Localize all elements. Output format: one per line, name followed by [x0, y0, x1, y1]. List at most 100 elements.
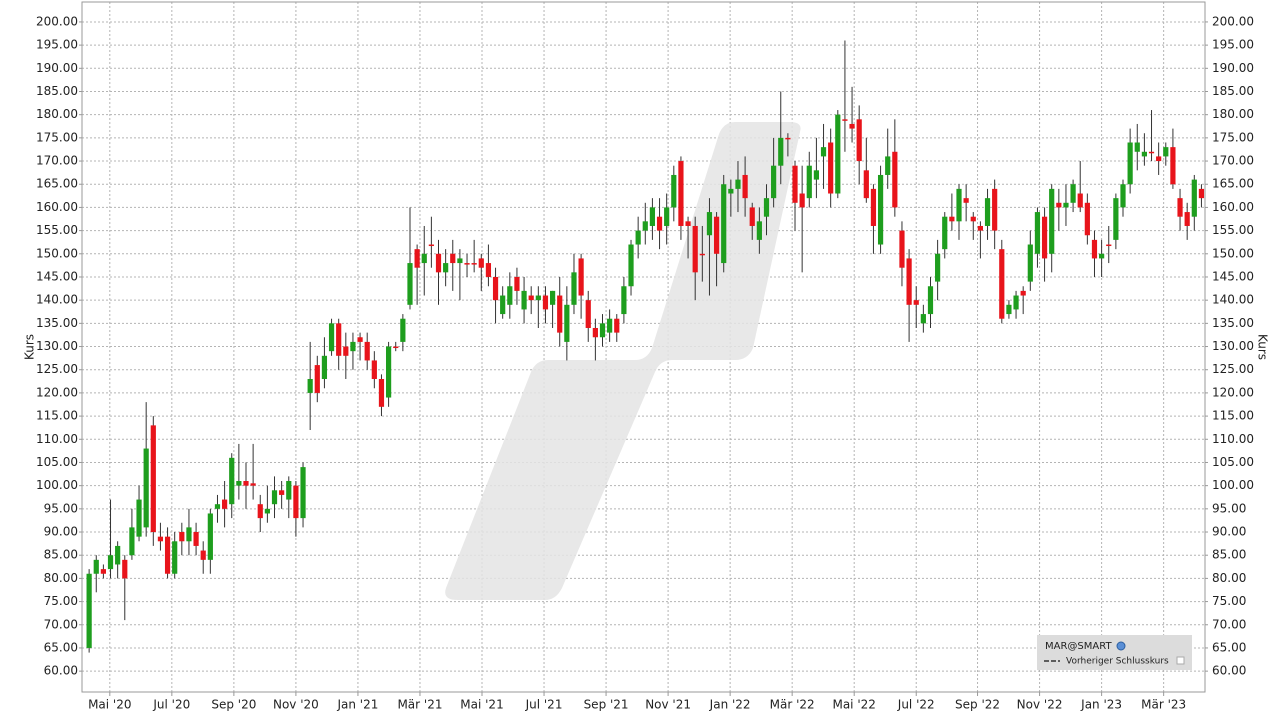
- candle-body: [877, 174, 884, 245]
- x-tick-label: Nov '21: [645, 698, 691, 712]
- candle-body: [992, 188, 998, 231]
- candle-body: [271, 490, 278, 505]
- candle-body: [849, 123, 855, 129]
- candle-body: [1034, 212, 1041, 254]
- candle-body: [1177, 198, 1183, 217]
- candle-body: [122, 559, 128, 579]
- candle-body: [1084, 202, 1090, 236]
- candle-body: [749, 207, 755, 226]
- x-tick-label: Jul '20: [152, 698, 190, 712]
- candle-body: [635, 230, 641, 245]
- x-tick-label: Nov '20: [273, 698, 319, 712]
- candle-body: [115, 545, 121, 565]
- y-tick-label: 175.00: [36, 130, 78, 144]
- y-tick-label: 180.00: [36, 107, 78, 121]
- candle-body: [100, 569, 106, 574]
- candle-body: [1184, 212, 1190, 226]
- candle-body: [678, 161, 684, 226]
- candle-body: [421, 253, 427, 264]
- candle-body: [535, 295, 541, 301]
- y2-tick-label: 115.00: [1212, 409, 1254, 423]
- candle-body: [913, 300, 919, 305]
- candle-body: [471, 263, 477, 265]
- candle-body: [86, 573, 92, 648]
- candle-body: [1127, 142, 1133, 185]
- x-tick-label: Mai '22: [832, 698, 875, 712]
- candle-body: [279, 490, 285, 495]
- y-tick-label: 185.00: [36, 84, 78, 98]
- candle-body: [314, 365, 320, 393]
- candle-body: [485, 263, 492, 277]
- y-tick-label: 80.00: [44, 571, 78, 585]
- y-tick-label: 90.00: [44, 525, 78, 539]
- candle-body: [599, 323, 606, 338]
- y2-tick-label: 90.00: [1212, 525, 1246, 539]
- candle-body: [778, 137, 784, 166]
- candle-body: [1170, 147, 1176, 185]
- y-tick-label: 85.00: [44, 548, 78, 562]
- y-tick-label: 120.00: [36, 385, 78, 399]
- x-tick-label: Jan '21: [336, 698, 378, 712]
- y2-tick-label: 160.00: [1212, 200, 1254, 214]
- candle-body: [549, 290, 556, 305]
- candle-body: [507, 286, 513, 305]
- y2-tick-label: 170.00: [1212, 154, 1254, 168]
- candle-body: [307, 378, 313, 393]
- candle-body: [1106, 244, 1112, 247]
- candle-body: [592, 327, 598, 338]
- candle-body: [628, 244, 634, 287]
- candle-body: [792, 165, 798, 203]
- candle-body: [343, 346, 349, 356]
- candle-body: [457, 258, 463, 264]
- y2-axis-label: Kurs: [1256, 334, 1270, 360]
- candle-body: [835, 114, 841, 194]
- y2-tick-label: 125.00: [1212, 362, 1254, 376]
- y-tick-label: 125.00: [36, 362, 78, 376]
- y2-tick-label: 85.00: [1212, 548, 1246, 562]
- y2-tick-label: 60.00: [1212, 664, 1246, 678]
- candle-body: [742, 174, 748, 199]
- candle-body: [799, 193, 805, 208]
- candle-body: [357, 337, 363, 342]
- y-tick-label: 195.00: [36, 38, 78, 52]
- candle-body: [1091, 239, 1098, 259]
- candle-body: [614, 318, 620, 333]
- candle-body: [229, 457, 235, 505]
- y2-tick-label: 80.00: [1212, 571, 1246, 585]
- y2-tick-label: 190.00: [1212, 61, 1254, 75]
- candle-body: [899, 230, 905, 268]
- candle-body: [1099, 253, 1105, 259]
- legend-checkbox[interactable]: [1176, 656, 1185, 665]
- candle-body: [193, 532, 199, 546]
- y-axis-label: Kurs: [23, 334, 37, 360]
- candle-body: [828, 142, 834, 194]
- y-tick-label: 165.00: [36, 177, 78, 191]
- legend: MAR@SMART Vorheriger Schlusskurs: [1037, 635, 1192, 670]
- legend-series: MAR@SMART: [1045, 641, 1112, 652]
- y2-tick-label: 65.00: [1212, 640, 1246, 654]
- candle-body: [364, 341, 370, 361]
- y-tick-label: 115.00: [36, 409, 78, 423]
- legend-icon[interactable]: [1116, 641, 1126, 651]
- candle-body: [870, 188, 877, 226]
- y-tick-label: 105.00: [36, 455, 78, 469]
- candle-body: [1141, 151, 1147, 157]
- candle-body: [243, 481, 249, 486]
- y2-tick-label: 135.00: [1212, 316, 1254, 330]
- candle-body: [464, 263, 470, 265]
- y2-tick-label: 195.00: [1212, 38, 1254, 52]
- y2-tick-label: 130.00: [1212, 339, 1254, 353]
- candle-body: [186, 527, 192, 542]
- candle-body: [984, 198, 991, 226]
- y-tick-label: 70.00: [44, 617, 78, 631]
- x-tick-label: Jul '21: [525, 698, 563, 712]
- candle-body: [129, 527, 135, 556]
- candle-body: [393, 346, 399, 349]
- candle-body: [1156, 156, 1162, 162]
- candle-body: [450, 253, 456, 264]
- candle-body: [956, 188, 962, 222]
- candle-body: [1020, 290, 1026, 296]
- candle-body: [585, 300, 591, 328]
- candle-body: [385, 346, 392, 398]
- candle-body: [1027, 244, 1033, 282]
